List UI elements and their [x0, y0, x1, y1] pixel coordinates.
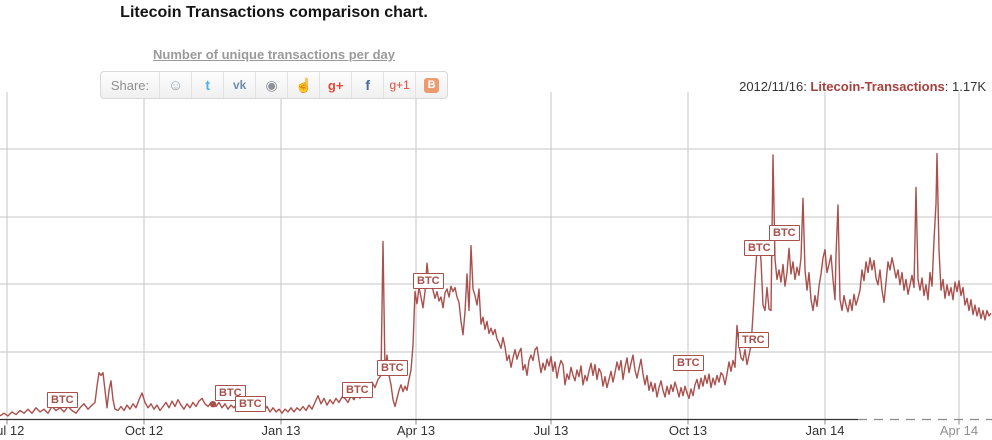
share-label: Share: — [110, 77, 150, 93]
x-axis-label: Oct 12 — [124, 423, 164, 438]
chart-header: Litecoin Transactions comparison chart. … — [0, 0, 548, 99]
vk-icon-glyph: vk — [232, 78, 247, 92]
facebook-icon[interactable]: f — [351, 72, 383, 98]
reddit-icon[interactable]: ☺ — [159, 72, 191, 98]
annotation-flag-btc[interactable]: BTC — [769, 225, 800, 241]
reddit-icon-glyph: ☺ — [167, 76, 184, 94]
blogger-icon-glyph: B — [424, 77, 440, 93]
series-line-litecoin-transactions — [0, 152, 992, 417]
blogger-icon[interactable]: B — [415, 72, 447, 98]
like-icon-glyph: ☝ — [294, 76, 313, 93]
annotation-flag-btc[interactable]: BTC — [413, 273, 444, 289]
x-axis-label: Jul 12 — [0, 423, 25, 438]
annotation-flag-trc[interactable]: TRC — [738, 332, 769, 348]
annotation-flag-btc[interactable]: BTC — [744, 240, 775, 256]
twitter-icon[interactable]: t — [191, 72, 223, 98]
like-icon[interactable]: ☝ — [287, 72, 319, 98]
x-axis-label: Jul 13 — [533, 423, 569, 438]
chart-subtitle-link[interactable]: Number of unique transactions per day — [153, 47, 395, 62]
facebook-icon-glyph: f — [365, 77, 370, 93]
hover-readout: 2012/11/16: Litecoin-Transactions: 1.17K — [739, 79, 986, 94]
weibo-icon-glyph: ◉ — [265, 76, 278, 93]
annotation-flag-btc[interactable]: BTC — [235, 396, 266, 412]
google-plus-icon[interactable]: g+ — [319, 72, 351, 98]
annotation-flag-btc[interactable]: BTC — [377, 360, 408, 376]
vk-icon[interactable]: vk — [223, 72, 255, 98]
annotation-flag-btc[interactable]: BTC — [673, 355, 704, 371]
hover-series-name: Litecoin-Transactions — [810, 79, 945, 94]
highlight-marker — [209, 401, 217, 408]
annotation-flag-btc[interactable]: BTC — [342, 382, 373, 398]
annotation-flag-btc[interactable]: BTC — [47, 392, 78, 408]
share-bar: Share: ☺ t vk ◉ ☝ g+ f g+1 B — [99, 71, 449, 99]
google-plus-one-icon-glyph: g+1 — [389, 78, 410, 92]
google-plus-one-icon[interactable]: g+1 — [383, 72, 415, 98]
hover-date: 2012/11/16: — [739, 79, 811, 94]
page-title: Litecoin Transactions comparison chart. — [120, 4, 428, 21]
twitter-icon-glyph: t — [205, 77, 210, 93]
x-axis-label: Oct 13 — [668, 423, 708, 438]
google-plus-icon-glyph: g+ — [327, 77, 344, 93]
x-axis-label: Apr 13 — [396, 423, 436, 438]
x-axis-label: Apr 14 — [939, 423, 979, 438]
weibo-icon[interactable]: ◉ — [255, 72, 287, 98]
x-axis-label: Jan 14 — [805, 423, 845, 438]
x-axis-label: Jan 13 — [261, 423, 301, 438]
hover-value: : 1.17K — [944, 79, 986, 94]
